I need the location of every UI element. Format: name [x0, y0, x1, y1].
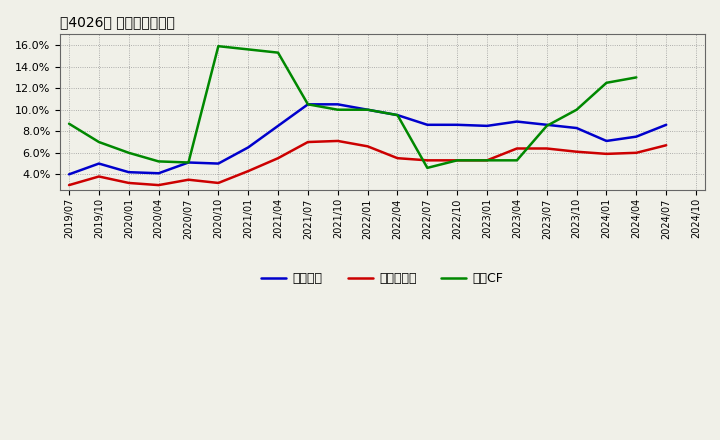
当期純利益: [542, 146, 551, 151]
当期純利益: [333, 138, 342, 143]
経常利益: [304, 102, 312, 107]
営業CF: [453, 158, 462, 163]
当期純利益: [393, 156, 402, 161]
当期純利益: [423, 158, 432, 163]
営業CF: [423, 165, 432, 171]
Line: 当期純利益: 当期純利益: [69, 141, 666, 185]
当期純利益: [125, 180, 133, 186]
営業CF: [94, 139, 103, 145]
営業CF: [572, 107, 581, 112]
経常利益: [542, 122, 551, 128]
経常利益: [333, 102, 342, 107]
営業CF: [542, 123, 551, 128]
当期純利益: [184, 177, 193, 182]
当期純利益: [94, 174, 103, 179]
営業CF: [513, 158, 521, 163]
営業CF: [214, 44, 222, 49]
経常利益: [632, 134, 641, 139]
営業CF: [632, 75, 641, 80]
当期純利益: [274, 156, 282, 161]
経常利益: [94, 161, 103, 166]
経常利益: [274, 123, 282, 128]
当期純利益: [632, 150, 641, 155]
経常利益: [65, 172, 73, 177]
Legend: 経常利益, 当期純利益, 営業CF: 経常利益, 当期純利益, 営業CF: [256, 267, 508, 290]
経常利益: [184, 160, 193, 165]
営業CF: [364, 107, 372, 112]
当期純利益: [513, 146, 521, 151]
営業CF: [304, 102, 312, 107]
当期純利益: [572, 149, 581, 154]
Line: 経常利益: 経常利益: [69, 104, 666, 174]
当期純利益: [154, 183, 163, 188]
経常利益: [423, 122, 432, 128]
当期純利益: [453, 158, 462, 163]
当期純利益: [602, 151, 611, 157]
営業CF: [274, 50, 282, 55]
当期純利益: [482, 158, 491, 163]
経常利益: [513, 119, 521, 124]
経常利益: [453, 122, 462, 128]
営業CF: [154, 159, 163, 164]
当期純利益: [244, 169, 253, 174]
営業CF: [125, 150, 133, 155]
営業CF: [65, 121, 73, 126]
営業CF: [184, 160, 193, 165]
経常利益: [154, 171, 163, 176]
経常利益: [482, 123, 491, 128]
営業CF: [482, 158, 491, 163]
営業CF: [393, 113, 402, 118]
営業CF: [244, 47, 253, 52]
経常利益: [602, 138, 611, 143]
経常利益: [662, 122, 670, 128]
当期純利益: [364, 144, 372, 149]
当期純利益: [662, 143, 670, 148]
経常利益: [364, 107, 372, 112]
経常利益: [244, 145, 253, 150]
経常利益: [125, 169, 133, 175]
当期純利益: [65, 183, 73, 188]
経常利益: [572, 125, 581, 131]
Text: ［4026］ マージンの推移: ［4026］ マージンの推移: [60, 15, 175, 29]
当期純利益: [304, 139, 312, 145]
営業CF: [333, 107, 342, 112]
経常利益: [393, 113, 402, 118]
経常利益: [214, 161, 222, 166]
営業CF: [602, 80, 611, 85]
Line: 営業CF: 営業CF: [69, 46, 636, 168]
当期純利益: [214, 180, 222, 186]
